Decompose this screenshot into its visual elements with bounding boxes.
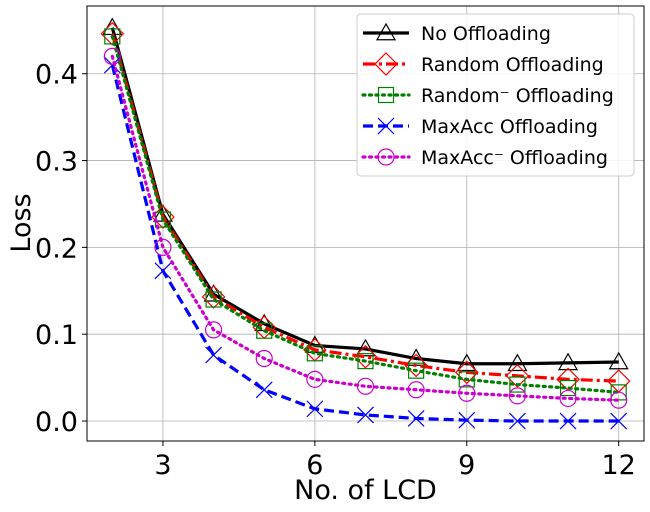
data-point-marker bbox=[306, 345, 323, 362]
x-tick-label: 9 bbox=[458, 450, 475, 481]
data-point-marker bbox=[255, 349, 273, 368]
legend-box bbox=[356, 13, 635, 177]
data-point-marker bbox=[508, 412, 526, 430]
data-point-marker bbox=[407, 381, 425, 399]
x-marker-stroke bbox=[306, 400, 324, 418]
x-axis-ticks: 3 6 9 12 bbox=[154, 441, 636, 481]
data-point-marker bbox=[559, 389, 577, 408]
legend-marker bbox=[375, 22, 397, 41]
x-axis-title: No. of LCD bbox=[294, 475, 437, 506]
data-point-marker bbox=[507, 353, 528, 372]
data-point-marker bbox=[454, 360, 479, 385]
series-3 bbox=[103, 56, 628, 430]
data-point-marker bbox=[256, 322, 273, 339]
data-point-marker bbox=[559, 379, 577, 397]
data-point-marker bbox=[458, 371, 475, 388]
x-marker-stroke bbox=[407, 410, 425, 427]
data-point-marker bbox=[103, 47, 121, 65]
x-tick-label: 3 bbox=[154, 450, 171, 481]
series-line bbox=[110, 27, 619, 366]
x-marker-stroke bbox=[458, 411, 476, 429]
legend-item: Random Offloading bbox=[363, 52, 604, 76]
series-4 bbox=[103, 47, 628, 409]
data-point-marker bbox=[608, 351, 629, 370]
x-tick-label: 12 bbox=[602, 450, 636, 481]
legend-marker bbox=[377, 148, 395, 166]
legend-label: No Offloading bbox=[421, 23, 551, 45]
series-2 bbox=[104, 28, 627, 401]
data-point-marker bbox=[356, 377, 375, 395]
data-point-marker bbox=[508, 387, 527, 405]
data-point-marker bbox=[407, 410, 425, 427]
legend-item: No Offloading bbox=[363, 22, 551, 45]
legend-item: Random⁻ Offloading bbox=[361, 85, 614, 107]
y-tick-label: 0.1 bbox=[35, 320, 78, 351]
x-marker-stroke bbox=[377, 117, 395, 135]
axes-frame bbox=[86, 5, 645, 442]
legend-label: Random⁻ Offloading bbox=[421, 85, 614, 107]
data-point-marker bbox=[205, 291, 222, 308]
data-point-marker bbox=[154, 262, 172, 280]
series-line bbox=[110, 33, 619, 383]
data-point-marker bbox=[306, 400, 324, 418]
data-point-marker bbox=[610, 391, 628, 409]
series-line bbox=[110, 34, 621, 394]
data-point-marker bbox=[458, 411, 476, 429]
data-point-marker bbox=[456, 353, 477, 372]
y-tick-label: 0.2 bbox=[35, 233, 78, 264]
data-point-marker bbox=[558, 352, 579, 371]
data-point-marker bbox=[205, 346, 223, 364]
legend-marker bbox=[377, 86, 395, 104]
y-axis-title: Loss bbox=[6, 193, 37, 252]
legend-label: MaxAcc⁻ Offloading bbox=[421, 147, 608, 169]
x-marker-stroke bbox=[154, 262, 172, 280]
x-marker-stroke bbox=[103, 56, 121, 74]
x-marker-stroke bbox=[255, 381, 273, 399]
data-point-marker bbox=[357, 353, 374, 370]
x-tick-label: 6 bbox=[306, 450, 323, 481]
data-point-marker bbox=[306, 370, 324, 388]
data-point-marker bbox=[255, 381, 273, 399]
legend-label: Random Offloading bbox=[421, 54, 604, 76]
legend-marker bbox=[374, 52, 398, 76]
x-marker-stroke bbox=[610, 412, 628, 430]
legend: No Offloading Random Offloading Random⁻ Of… bbox=[356, 13, 635, 177]
data-point-marker bbox=[404, 353, 428, 378]
data-point-marker bbox=[458, 384, 476, 402]
data-point-marker bbox=[610, 412, 628, 430]
series-line bbox=[110, 54, 621, 402]
data-point-marker bbox=[204, 321, 223, 339]
data-point-marker bbox=[509, 376, 526, 393]
data-point-marker bbox=[104, 28, 121, 45]
legend-marker bbox=[377, 117, 395, 135]
x-marker-stroke bbox=[205, 346, 223, 364]
data-point-marker bbox=[559, 412, 577, 430]
legend-item: MaxAcc Offloading bbox=[363, 116, 598, 138]
data-point-marker bbox=[357, 406, 374, 424]
y-tick-label: 0.3 bbox=[35, 147, 78, 178]
y-tick-label: 0.0 bbox=[35, 407, 78, 438]
x-marker-stroke bbox=[559, 412, 577, 430]
series-line bbox=[110, 64, 619, 423]
y-tick-label: 0.4 bbox=[35, 60, 78, 91]
legend-item: MaxAcc⁻ Offloading bbox=[361, 147, 608, 169]
legend-label: MaxAcc Offloading bbox=[421, 116, 598, 138]
x-marker-stroke bbox=[508, 412, 526, 430]
data-point-marker bbox=[505, 364, 530, 388]
x-marker-stroke bbox=[357, 406, 374, 424]
plot-area bbox=[100, 17, 631, 430]
data-point-marker bbox=[355, 338, 376, 357]
data-point-marker bbox=[154, 238, 172, 256]
y-axis-ticks: 0.0 0.1 0.2 0.3 0.4 bbox=[35, 60, 87, 438]
data-point-marker bbox=[408, 362, 425, 379]
